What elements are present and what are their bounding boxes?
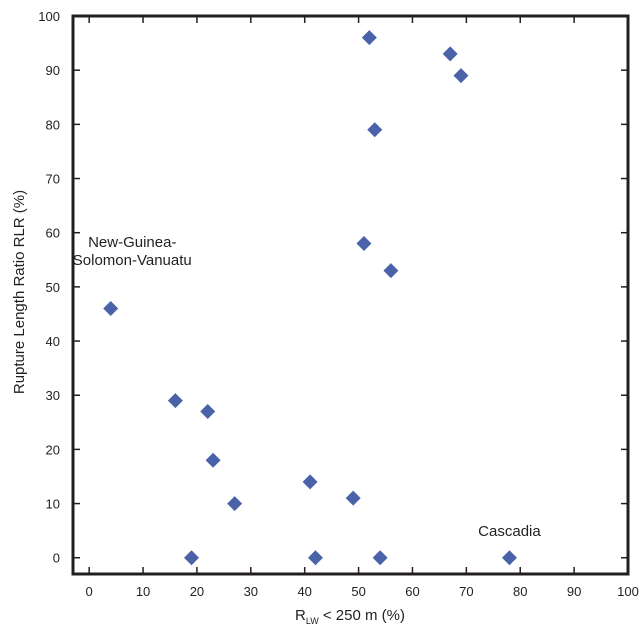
y-tick-label: 60 <box>46 226 60 241</box>
x-tick-label: 60 <box>405 584 419 599</box>
data-point-diamond <box>103 301 119 317</box>
x-axis-title: RLW < 250 m (%) <box>295 607 405 626</box>
data-point-diamond <box>367 122 383 138</box>
chart-annotations: New-Guinea-Solomon-Vanuatu Cascadia <box>73 234 542 540</box>
data-point-diamond <box>501 550 517 566</box>
x-tick-label: 0 <box>86 584 93 599</box>
data-point-diamond <box>184 550 200 566</box>
annotation-label: New-Guinea- <box>88 234 176 251</box>
y-tick-label: 30 <box>46 388 60 403</box>
y-tick-label: 80 <box>46 117 60 132</box>
data-point-diamond <box>361 30 377 46</box>
y-tick-label: 20 <box>46 442 60 457</box>
x-tick-label: 50 <box>351 584 365 599</box>
data-point-diamond <box>372 550 388 566</box>
data-point-diamond <box>345 490 361 506</box>
y-tick-label: 90 <box>46 63 60 78</box>
annotation-label: Solomon-Vanuatu <box>73 252 192 269</box>
x-tick-label: 70 <box>459 584 473 599</box>
data-point-diamond <box>442 46 458 62</box>
data-point-diamond <box>167 393 183 409</box>
data-point-diamond <box>383 263 399 279</box>
data-point-diamond <box>302 474 318 490</box>
data-point-diamond <box>227 496 243 512</box>
y-tick-label: 50 <box>46 280 60 295</box>
data-point-diamond <box>453 68 469 84</box>
y-tick-label: 10 <box>46 497 60 512</box>
data-point-diamond <box>307 550 323 566</box>
y-tick-label: 70 <box>46 172 60 187</box>
x-tick-label: 100 <box>617 584 639 599</box>
data-point-diamond <box>200 403 216 419</box>
data-point-diamond <box>205 452 221 468</box>
x-tick-label: 30 <box>244 584 258 599</box>
x-tick-label: 20 <box>190 584 204 599</box>
x-tick-label: 10 <box>136 584 150 599</box>
x-tick-label: 90 <box>567 584 581 599</box>
x-axis-ticks: 0 10 20 30 40 50 60 70 80 90 100 <box>86 16 639 599</box>
data-points <box>103 30 517 566</box>
x-tick-label: 80 <box>513 584 527 599</box>
y-tick-label: 0 <box>53 551 60 566</box>
y-tick-label: 100 <box>38 9 60 24</box>
y-axis-title: Rupture Length Ratio RLR (%) <box>11 190 28 394</box>
y-axis-ticks: 0 10 20 30 40 50 60 70 80 90 100 <box>38 9 628 566</box>
y-tick-label: 40 <box>46 334 60 349</box>
annotation-label: Cascadia <box>478 523 541 540</box>
x-tick-label: 40 <box>297 584 311 599</box>
data-point-diamond <box>356 236 372 252</box>
plot-frame <box>71 14 630 576</box>
